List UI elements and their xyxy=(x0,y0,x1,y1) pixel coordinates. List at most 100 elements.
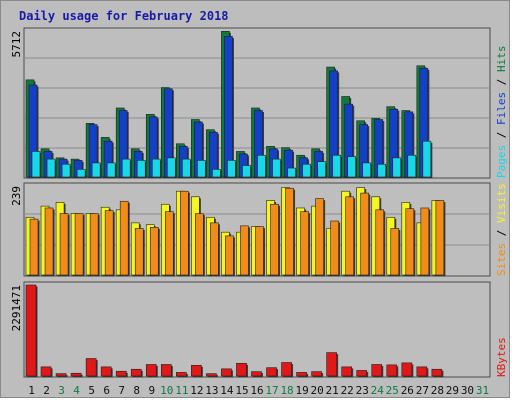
panel-bottom-plot-area xyxy=(23,281,491,378)
bar-kbytes-day-11 xyxy=(176,372,187,377)
bar-kbytes-day-2 xyxy=(40,366,52,377)
legend-sites: Sites xyxy=(495,243,508,276)
bar-files-day-14 xyxy=(224,36,233,178)
bar-kbytes-day-18 xyxy=(281,362,292,377)
x-tick-day-23: 23 xyxy=(356,384,369,397)
bar-pages-day-19 xyxy=(302,163,311,178)
legend-separator: / xyxy=(495,125,508,145)
panel-top: 5712 Pages / Files / Hits xyxy=(10,27,508,179)
x-tick-day-9: 9 xyxy=(148,384,155,397)
bar-pages-day-6 xyxy=(106,162,116,178)
bar-kbytes-day-1 xyxy=(25,284,37,377)
x-tick-day-13: 13 xyxy=(205,384,218,397)
bar-kbytes-day-19 xyxy=(296,372,307,377)
panel-top-max-label: 5712 xyxy=(10,31,23,58)
panel-top-legend: Pages / Files / Hits xyxy=(495,46,508,179)
bar-kbytes-day-9 xyxy=(145,364,157,377)
bar-pages-day-4 xyxy=(76,169,86,178)
bar-sites-day-27 xyxy=(420,207,430,276)
bar-sites-day-28 xyxy=(435,200,445,276)
bar-pages-day-2 xyxy=(46,158,56,178)
x-tick-day-3: 3 xyxy=(58,384,65,397)
x-tick-day-14: 14 xyxy=(220,384,234,397)
x-tick-day-18: 18 xyxy=(280,384,293,397)
bar-sites-day-14 xyxy=(225,235,234,276)
bar-kbytes-day-26 xyxy=(401,362,413,377)
x-tick-day-29: 29 xyxy=(446,384,459,397)
bar-kbytes-day-6 xyxy=(100,366,112,377)
bar-kbytes-day-13 xyxy=(206,373,217,377)
bar-sites-day-12 xyxy=(195,213,204,276)
bar-sites-day-23 xyxy=(360,192,370,276)
bar-sites-day-17 xyxy=(270,203,279,276)
bar-kbytes-day-24 xyxy=(371,364,383,377)
panel-middle-legend: Sites / Visits xyxy=(495,183,508,276)
bar-sites-day-5 xyxy=(89,213,99,276)
x-tick-day-15: 15 xyxy=(235,384,248,397)
bar-sites-day-1 xyxy=(29,218,39,276)
x-tick-day-22: 22 xyxy=(341,384,354,397)
bar-sites-day-6 xyxy=(104,210,114,276)
x-tick-day-5: 5 xyxy=(88,384,95,397)
bar-kbytes-day-17 xyxy=(266,367,277,377)
x-tick-day-1: 1 xyxy=(28,384,35,397)
bar-kbytes-day-28 xyxy=(431,368,443,377)
x-tick-day-10: 10 xyxy=(160,384,173,397)
bar-pages-day-26 xyxy=(407,154,417,178)
bar-pages-day-15 xyxy=(242,165,251,178)
legend-files: Files xyxy=(495,92,508,125)
bar-kbytes-day-20 xyxy=(311,371,322,377)
bar-kbytes-day-13-shadow xyxy=(207,375,218,378)
bar-sites-day-7 xyxy=(119,200,129,276)
legend-visits: Visits xyxy=(495,183,508,223)
bar-kbytes-day-22 xyxy=(341,366,352,377)
bar-sites-day-18 xyxy=(285,187,294,276)
chart-panels: 5712 Pages / Files / Hits 239 Sites / Visit… xyxy=(10,27,508,378)
bar-sites-day-16 xyxy=(255,226,264,276)
x-tick-day-25: 25 xyxy=(386,384,399,397)
bar-sites-day-11 xyxy=(180,190,189,276)
x-tick-day-8: 8 xyxy=(133,384,140,397)
bar-pages-day-16 xyxy=(257,154,266,178)
bar-kbytes-day-5 xyxy=(85,358,97,377)
bar-kbytes-day-15 xyxy=(236,362,247,377)
legend-separator: / xyxy=(495,72,508,92)
bar-sites-day-15 xyxy=(240,225,249,276)
bar-kbytes-day-8 xyxy=(130,368,142,377)
bar-sites-day-9 xyxy=(149,227,159,276)
x-tick-day-24: 24 xyxy=(371,384,385,397)
x-tick-day-4: 4 xyxy=(73,384,80,397)
panel-bottom-max-label: 2291471 xyxy=(10,285,23,331)
bar-pages-day-14 xyxy=(227,160,236,178)
bar-sites-day-3 xyxy=(59,213,69,276)
bar-kbytes-day-23 xyxy=(356,370,368,377)
bar-sites-day-25 xyxy=(390,228,400,276)
x-tick-day-12: 12 xyxy=(190,384,203,397)
bar-sites-day-26 xyxy=(405,208,415,276)
bar-kbytes-day-12 xyxy=(191,364,202,377)
bar-sites-day-10 xyxy=(164,211,174,276)
bar-pages-day-9 xyxy=(151,158,161,178)
panel-middle: 239 Sites / Visits xyxy=(10,182,508,277)
bar-pages-day-10 xyxy=(166,157,176,178)
bar-pages-day-12 xyxy=(197,160,206,178)
bar-sites-day-2 xyxy=(44,207,54,276)
x-tick-day-27: 27 xyxy=(416,384,429,397)
panel-bottom-legend: KBytes xyxy=(495,337,508,377)
bar-kbytes-day-3 xyxy=(55,373,67,377)
x-tick-day-21: 21 xyxy=(326,384,339,397)
bar-pages-day-25 xyxy=(392,157,402,178)
x-axis-day-labels: 1 2 3 4 5 6 7 8 9 10 11 12 13 14 15 16 17 18 19 20 21 22 23 24 2… xyxy=(28,384,489,397)
x-tick-day-31: 31 xyxy=(476,384,489,397)
bar-pages-day-17 xyxy=(272,158,281,178)
bar-pages-day-23 xyxy=(362,162,372,178)
bar-kbytes-day-4 xyxy=(70,372,82,377)
bar-sites-day-22 xyxy=(345,196,354,276)
x-tick-day-11: 11 xyxy=(175,384,188,397)
bar-pages-day-18 xyxy=(287,167,296,178)
bar-pages-day-1 xyxy=(31,151,41,178)
x-tick-day-20: 20 xyxy=(311,384,324,397)
bar-kbytes-day-27 xyxy=(416,366,428,377)
bar-kbytes-day-21 xyxy=(326,352,337,377)
x-tick-day-30: 30 xyxy=(461,384,474,397)
